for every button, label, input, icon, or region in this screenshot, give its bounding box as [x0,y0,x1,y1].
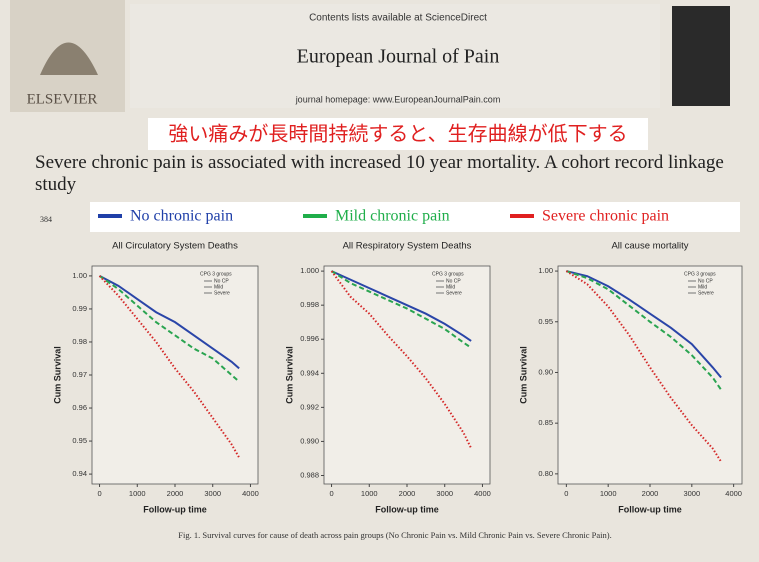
y-tick-label: 0.90 [538,367,553,376]
y-tick-label: 1.00 [538,266,553,275]
inner-legend-title: CPG 3 groups [684,271,716,277]
plot-area [324,266,490,484]
legend-label: Mild chronic pain [335,208,450,225]
y-tick-label: 0.988 [300,470,319,479]
x-tick-label: 4000 [725,489,742,498]
y-tick-label: 0.85 [538,418,553,427]
inner-legend-label: Severe [698,290,714,296]
journal-cover [672,6,730,106]
legend-label: No chronic pain [130,208,233,225]
figure-caption: Fig. 1. Survival curves for cause of dea… [178,530,611,540]
legend-label: Severe chronic pain [542,208,669,225]
charts: All Circulatory System Deaths Follow-up t… [52,241,742,515]
page: ELSEVIER Contents lists available at Sci… [0,0,759,562]
y-tick-label: 0.96 [72,403,87,412]
y-tick-label: 0.994 [300,368,319,377]
y-tick-label: 0.94 [72,469,87,478]
title-box: Severe chronic pain is associated with i… [35,152,745,196]
x-tick-label: 4000 [474,489,491,498]
x-tick-label: 1000 [361,489,378,498]
x-tick-label: 0 [564,489,568,498]
y-axis-label: Cum Survival [518,346,528,404]
journal-name: European Journal of Pain [297,46,500,68]
article-title: Severe chronic pain is associated with i… [35,152,745,196]
y-tick-label: 0.98 [72,337,87,346]
banner-text: 強い痛みが長時間持続すると、生存曲線が低下する [168,122,627,146]
x-tick-label: 2000 [642,489,659,498]
x-tick-label: 3000 [436,489,453,498]
y-tick-label: 1.000 [300,266,319,275]
journal-homepage: journal homepage: www.EuropeanJournalPai… [295,94,501,104]
y-axis-label: Cum Survival [284,346,294,404]
x-tick-label: 3000 [204,489,221,498]
x-axis-label: Follow-up time [143,504,207,514]
y-tick-label: 0.992 [300,402,319,411]
inner-legend-label: Severe [214,290,230,296]
y-tick-label: 0.998 [300,300,319,309]
header-contents: Contents lists available at ScienceDirec… [309,13,487,24]
x-tick-label: 1000 [600,489,617,498]
chart-title: All Respiratory System Deaths [343,241,472,252]
x-tick-label: 1000 [129,489,146,498]
x-axis-label: Follow-up time [375,504,439,514]
y-axis-label: Cum Survival [52,346,62,404]
inner-legend-title: CPG 3 groups [432,271,464,277]
x-tick-label: 3000 [683,489,700,498]
y-tick-label: 0.95 [72,436,87,445]
chart-title: All Circulatory System Deaths [112,241,238,252]
page-number: 384 [40,215,52,224]
y-tick-label: 0.97 [72,370,87,379]
y-tick-label: 0.95 [538,317,553,326]
y-tick-label: 0.996 [300,334,319,343]
chart-title: All cause mortality [611,241,688,252]
x-tick-label: 0 [97,489,101,498]
x-tick-label: 2000 [167,489,184,498]
y-tick-label: 1.00 [72,271,87,280]
x-tick-label: 2000 [399,489,416,498]
x-tick-label: 0 [329,489,333,498]
inner-legend-label: Severe [446,290,462,296]
y-tick-label: 0.99 [72,304,87,313]
y-tick-label: 0.990 [300,436,319,445]
x-tick-label: 4000 [242,489,259,498]
x-axis-label: Follow-up time [618,504,682,514]
inner-legend-title: CPG 3 groups [200,271,232,277]
y-tick-label: 0.80 [538,469,553,478]
plot-area [92,266,258,484]
publisher: ELSEVIER [27,91,98,107]
legend: No chronic pain Mild chronic pain Severe c… [98,208,669,225]
